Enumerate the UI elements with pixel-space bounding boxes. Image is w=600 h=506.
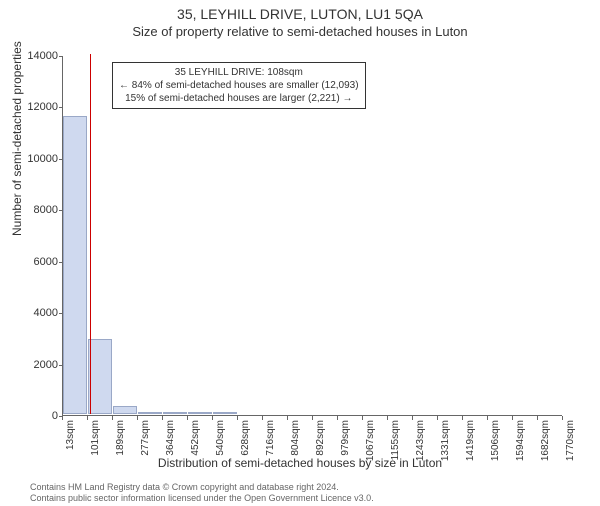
x-tick-label: 1770sqm [565, 420, 576, 461]
x-tick-mark [262, 416, 263, 420]
y-tick-label: 10000 [18, 153, 58, 165]
y-tick-label: 12000 [18, 101, 58, 113]
x-tick-label: 1155sqm [390, 420, 401, 460]
x-tick-label: 452sqm [190, 420, 201, 456]
y-tick-label: 8000 [18, 204, 58, 216]
x-tick-mark [112, 416, 113, 420]
x-tick-label: 628sqm [240, 420, 251, 456]
x-tick-mark [487, 416, 488, 420]
x-tick-label: 1243sqm [415, 420, 426, 461]
x-tick-mark [512, 416, 513, 420]
x-tick-mark [387, 416, 388, 420]
x-tick-mark [62, 416, 63, 420]
x-tick-mark [562, 416, 563, 420]
x-tick-mark [187, 416, 188, 420]
x-tick-mark [312, 416, 313, 420]
histogram-bar [138, 412, 162, 414]
y-tick-mark [59, 107, 63, 108]
x-tick-label: 1594sqm [515, 420, 526, 461]
histogram-bar [163, 412, 187, 414]
x-tick-label: 1331sqm [440, 420, 451, 461]
x-tick-label: 1067sqm [365, 420, 376, 461]
x-tick-label: 189sqm [115, 420, 126, 456]
callout-line-1: 35 LEYHILL DRIVE: 108sqm [119, 66, 359, 79]
callout-box: 35 LEYHILL DRIVE: 108sqm ← 84% of semi-d… [112, 62, 366, 109]
plot-area [62, 56, 562, 416]
chart-area: 35 LEYHILL DRIVE: 108sqm ← 84% of semi-d… [62, 56, 562, 416]
histogram-bar [63, 116, 87, 414]
x-tick-mark [162, 416, 163, 420]
histogram-bar [113, 406, 137, 414]
y-tick-label: 14000 [18, 50, 58, 62]
x-tick-label: 716sqm [265, 420, 276, 456]
callout-line-2: ← 84% of semi-detached houses are smalle… [119, 79, 359, 92]
x-tick-mark [87, 416, 88, 420]
x-tick-mark [362, 416, 363, 420]
x-tick-label: 979sqm [340, 420, 351, 456]
x-tick-label: 1506sqm [490, 420, 501, 461]
x-tick-label: 101sqm [90, 420, 101, 456]
x-tick-label: 892sqm [315, 420, 326, 456]
x-tick-label: 364sqm [165, 420, 176, 456]
histogram-bar [213, 412, 237, 414]
x-tick-label: 1419sqm [465, 420, 476, 461]
x-tick-label: 277sqm [140, 420, 151, 456]
x-tick-mark [287, 416, 288, 420]
x-tick-mark [437, 416, 438, 420]
histogram-bar [188, 412, 212, 414]
chart-supertitle: 35, LEYHILL DRIVE, LUTON, LU1 5QA [0, 6, 600, 22]
chart-title: Size of property relative to semi-detach… [0, 24, 600, 39]
y-tick-label: 4000 [18, 307, 58, 319]
footnote-line-2: Contains public sector information licen… [30, 493, 374, 504]
y-tick-label: 6000 [18, 256, 58, 268]
callout-line-3: 15% of semi-detached houses are larger (… [119, 92, 359, 105]
marker-line [90, 54, 91, 414]
x-axis-label: Distribution of semi-detached houses by … [0, 456, 600, 470]
x-tick-mark [412, 416, 413, 420]
footnote-line-1: Contains HM Land Registry data © Crown c… [30, 482, 374, 493]
x-tick-label: 540sqm [215, 420, 226, 456]
x-tick-mark [462, 416, 463, 420]
x-tick-label: 804sqm [290, 420, 301, 456]
y-tick-label: 2000 [18, 359, 58, 371]
histogram-bar [88, 339, 112, 414]
x-tick-mark [212, 416, 213, 420]
y-tick-mark [59, 56, 63, 57]
y-tick-label: 0 [18, 410, 58, 422]
x-tick-label: 1682sqm [540, 420, 551, 461]
x-tick-mark [237, 416, 238, 420]
x-tick-mark [537, 416, 538, 420]
footnote: Contains HM Land Registry data © Crown c… [30, 482, 374, 504]
x-tick-label: 13sqm [65, 420, 76, 450]
x-tick-mark [337, 416, 338, 420]
x-tick-mark [137, 416, 138, 420]
